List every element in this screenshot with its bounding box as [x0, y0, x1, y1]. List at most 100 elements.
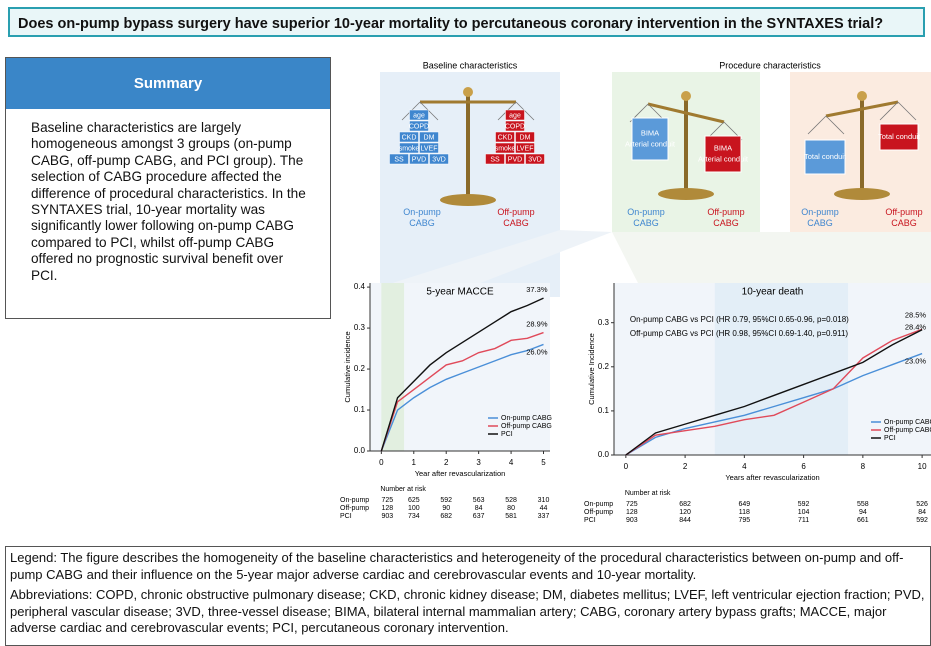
risk-value: 128	[626, 509, 638, 516]
scale-top	[463, 87, 473, 97]
brick-label: age	[413, 112, 425, 119]
brick-label: smoke	[495, 145, 516, 152]
y-tick-label: 0.2	[354, 364, 366, 373]
scale-top	[681, 91, 691, 101]
group-label: On-pump CABG	[618, 207, 674, 229]
y-tick-label: 0.1	[598, 406, 610, 415]
brick-label: PVD	[412, 156, 426, 163]
risk-value: 120	[679, 509, 691, 516]
risk-value: 104	[798, 509, 810, 516]
annotation: Off-pump CABG vs PCI (HR 0.98, 95%CI 0.6…	[630, 329, 849, 338]
group-label: Off-pump CABG	[698, 207, 754, 229]
x-axis-label: Year after revascularization	[415, 469, 506, 478]
brick-label: smoke	[399, 145, 420, 152]
risk-value: 84	[475, 505, 483, 512]
legend-label: PCI	[884, 435, 896, 442]
brick-label: LVEF	[421, 145, 438, 152]
end-label: 28.5%	[905, 310, 927, 319]
end-label: 37.3%	[526, 285, 548, 294]
conduit-label: BIMA	[641, 128, 659, 137]
brick-label: LVEF	[517, 145, 534, 152]
end-label: 23.0%	[905, 357, 927, 366]
abbreviations: Abbreviations: COPD, chronic obstructive…	[10, 587, 926, 637]
risk-value: 711	[798, 517, 809, 524]
plot-band	[715, 283, 848, 455]
x-tick-label: 0	[379, 458, 384, 467]
risk-value: 592	[440, 497, 452, 504]
brick-label: DM	[424, 134, 435, 141]
risk-value: 844	[679, 517, 691, 524]
risk-value: 592	[916, 517, 928, 524]
risk-value: 625	[408, 497, 420, 504]
y-tick-label: 0.3	[598, 318, 610, 327]
risk-value: 310	[538, 497, 550, 504]
conduit-label: Arterial conduit	[625, 139, 676, 148]
risk-value: 528	[505, 497, 517, 504]
risk-value: 661	[857, 517, 869, 524]
panel-title: Procedure characteristics	[719, 60, 821, 70]
x-tick-label: 4	[509, 458, 514, 467]
summary-heading: Summary	[6, 58, 330, 109]
risk-row-name: PCI	[584, 517, 596, 524]
risk-value: 80	[507, 505, 515, 512]
risk-row-name: Off-pump	[584, 509, 613, 516]
risk-value: 90	[442, 505, 450, 512]
x-tick-label: 8	[861, 462, 866, 471]
risk-value: 725	[382, 497, 394, 504]
brick-label: 3VD	[528, 156, 542, 163]
legend-label: PCI	[501, 431, 513, 438]
group-label: Off-pump CABG	[488, 207, 544, 229]
x-tick-label: 4	[742, 462, 747, 471]
x-tick-label: 2	[444, 458, 449, 467]
risk-value: 637	[473, 513, 485, 520]
y-tick-label: 0.3	[354, 323, 366, 332]
chart-title: 5-year MACCE	[426, 287, 494, 298]
end-label: 26.0%	[526, 347, 548, 356]
risk-value: 903	[382, 513, 394, 520]
brick-label: 3VD	[432, 156, 446, 163]
risk-row-name: On-pump	[340, 497, 369, 504]
risk-value: 682	[440, 513, 452, 520]
brick-label: CKD	[402, 134, 417, 141]
risk-value: 100	[408, 505, 420, 512]
risk-value: 44	[540, 505, 548, 512]
footer: Legend: The figure describes the homogen…	[5, 546, 931, 646]
risk-value: 84	[918, 509, 926, 516]
y-axis-label: Cumulative incidence	[343, 331, 352, 402]
risk-value: 526	[916, 501, 928, 508]
ray	[612, 232, 931, 287]
x-tick-label: 2	[683, 462, 688, 471]
brick-label: COPD	[409, 123, 429, 130]
risk-value: 118	[739, 509, 750, 516]
x-tick-label: 10	[918, 462, 927, 471]
title: Does on-pump bypass surgery have superio…	[8, 7, 925, 37]
conduit-label: Total conduit	[878, 132, 921, 141]
group-label: On-pump CABG	[394, 207, 450, 229]
legend-label: Off-pump CABG	[501, 423, 552, 430]
summary-box: Summary Baseline characteristics are lar…	[5, 57, 331, 319]
brick-label: CKD	[498, 134, 513, 141]
page: {"header": {"title": "Does on-pump bypas…	[0, 0, 931, 642]
group-label: On-pump CABG	[792, 207, 848, 229]
y-tick-label: 0.0	[354, 446, 366, 455]
risk-value: 725	[626, 501, 638, 508]
risk-value: 649	[739, 501, 751, 508]
risk-value: 581	[505, 513, 517, 520]
end-label: 28.9%	[526, 320, 548, 329]
scale-base	[658, 188, 714, 200]
y-axis-label: Cumulative Incidence	[587, 333, 596, 405]
panel-title: Baseline characteristics	[423, 60, 518, 70]
risk-value: 128	[382, 505, 394, 512]
risk-row-name: On-pump	[584, 501, 613, 508]
x-axis-label: Years after revascularization	[725, 473, 819, 482]
y-tick-label: 0.2	[598, 362, 610, 371]
risk-value: 337	[538, 513, 550, 520]
brick-label: DM	[520, 134, 531, 141]
risk-value: 563	[473, 497, 485, 504]
y-tick-label: 0.0	[598, 450, 610, 459]
scale-base	[834, 188, 890, 200]
x-tick-label: 0	[624, 462, 629, 471]
legend-label: Off-pump CABG	[884, 427, 931, 434]
conduit-label: BIMA	[714, 143, 732, 152]
conduit-label: Arterial conduit	[698, 154, 749, 163]
